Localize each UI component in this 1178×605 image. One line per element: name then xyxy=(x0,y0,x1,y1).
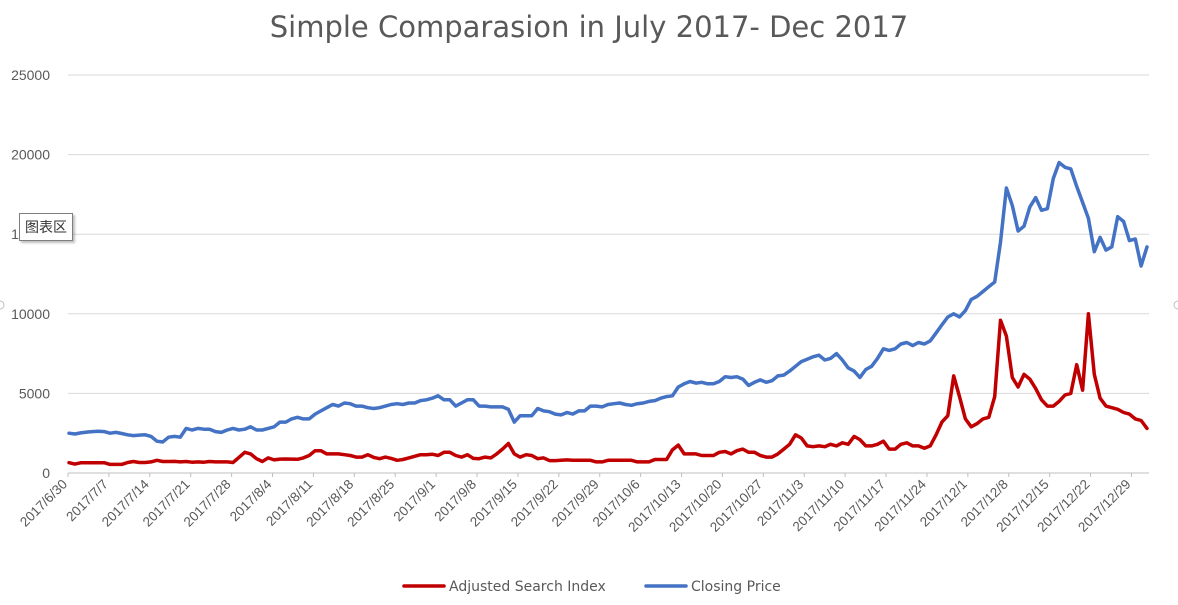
series-lines xyxy=(67,160,1149,467)
series-line-0[interactable] xyxy=(67,312,1149,467)
series-line-1[interactable] xyxy=(67,160,1149,444)
x-axis-ticks: 2017/6/302017/7/72017/7/142017/7/212017/… xyxy=(17,473,1134,535)
y-tick-label: 20000 xyxy=(11,147,50,163)
legend-label: Adjusted Search Index xyxy=(449,579,606,595)
y-tick-label: 5000 xyxy=(19,385,50,401)
resize-handle-left[interactable] xyxy=(0,300,5,310)
y-axis-ticks: 0500010000150002000025000 xyxy=(11,67,50,481)
y-tick-label: 10000 xyxy=(11,306,50,322)
gridlines xyxy=(68,74,1149,474)
legend-label: Closing Price xyxy=(691,579,781,595)
y-tick-label: 25000 xyxy=(11,67,50,83)
x-tick-label: 2017/6/30 xyxy=(17,477,70,530)
y-tick-label: 0 xyxy=(42,465,50,481)
x-tick-label: 2017/9/1 xyxy=(390,477,438,525)
resize-handle-right[interactable] xyxy=(1173,300,1178,310)
chart-title: Simple Comparasion in July 2017- Dec 201… xyxy=(269,10,909,44)
chart-area-tooltip: 图表区 xyxy=(19,213,73,241)
legend: Adjusted Search Index Closing Price xyxy=(402,579,781,595)
